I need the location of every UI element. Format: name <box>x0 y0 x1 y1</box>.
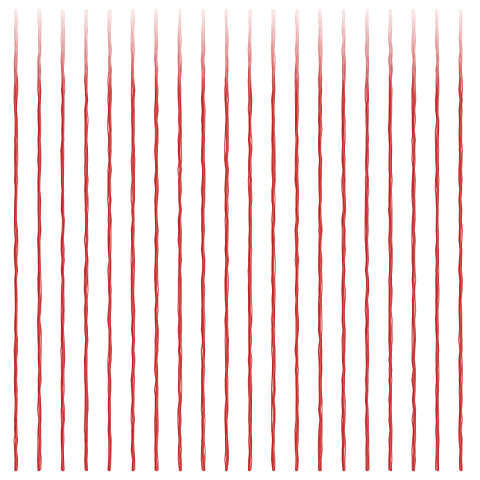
top-fade-overlay <box>0 0 480 95</box>
